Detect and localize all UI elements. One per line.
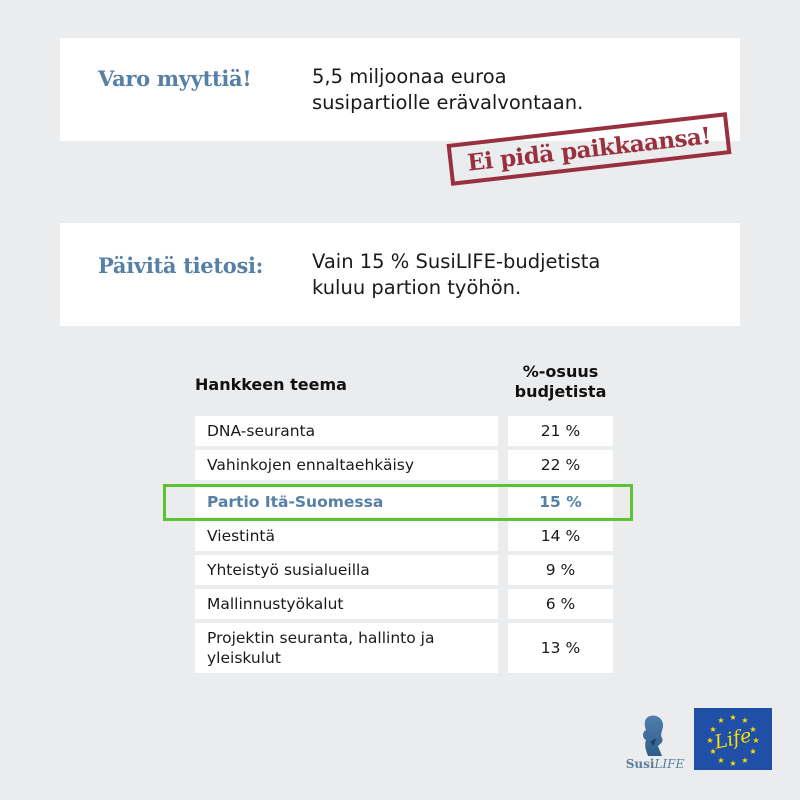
svg-text:★: ★ (706, 736, 713, 745)
wordmark-bold: Susi (625, 757, 655, 771)
myth-card: Varo myyttiä! 5,5 miljoonaa euroa susipa… (60, 38, 740, 141)
table-row: Mallinnustyökalut 6 % (195, 589, 613, 619)
susilife-logo: SusiLIFE (620, 712, 690, 774)
table-row: Projektin seuranta, hallinto ja yleiskul… (195, 623, 613, 673)
cell-theme: Projektin seuranta, hallinto ja yleiskul… (195, 623, 498, 673)
table-row: Yhteistyö susialueilla 9 % (195, 555, 613, 585)
fact-text-line: Vain 15 % SusiLIFE-budjetista (312, 250, 601, 273)
svg-text:★: ★ (729, 759, 736, 768)
myth-label: Varo myyttiä! (98, 66, 252, 91)
wordmark-italic: LIFE (654, 757, 685, 771)
cell-theme: Yhteistyö susialueilla (195, 555, 498, 585)
svg-text:★: ★ (717, 716, 724, 725)
budget-table-header: Hankkeen teema %-osuus budjetista (195, 362, 613, 410)
myth-text-line: susipartiolle erävalvontaan. (312, 91, 584, 114)
fact-text: Vain 15 % SusiLIFE-budjetista kuluu part… (312, 249, 600, 301)
fact-text-line: kuluu partion työhön. (312, 276, 522, 299)
svg-text:★: ★ (749, 747, 756, 756)
myth-text: 5,5 miljoonaa euroa susipartiolle eräval… (312, 64, 583, 116)
wolf-head-icon (643, 715, 664, 756)
table-row: DNA-seuranta 21 % (195, 416, 613, 446)
header-share-line: budjetista (514, 382, 607, 401)
svg-text:★: ★ (709, 747, 716, 756)
eu-life-logo: ★ ★ ★ ★ ★ ★ ★ ★ ★ ★ ★ ★ Life (694, 708, 772, 770)
header-share-line: %-osuus (522, 362, 599, 381)
svg-text:★: ★ (717, 756, 724, 765)
cell-share: 9 % (508, 555, 613, 585)
svg-text:★: ★ (741, 756, 748, 765)
cell-theme: Mallinnustyökalut (195, 589, 498, 619)
myth-text-line: 5,5 miljoonaa euroa (312, 65, 507, 88)
cell-share: 15 % (508, 487, 613, 517)
cell-theme: DNA-seuranta (195, 416, 498, 446)
header-theme: Hankkeen teema (195, 375, 347, 394)
fact-label: Päivitä tietosi: (98, 253, 264, 278)
cell-theme: Vahinkojen ennaltaehkäisy (195, 450, 498, 480)
highlight-frame (163, 484, 633, 521)
table-row: Vahinkojen ennaltaehkäisy 22 % (195, 450, 613, 480)
susilife-wordmark: SusiLIFE (620, 757, 690, 771)
eu-stars-icon: ★ ★ ★ ★ ★ ★ ★ ★ ★ ★ ★ ★ (706, 713, 759, 768)
cell-share: 21 % (508, 416, 613, 446)
cell-share: 6 % (508, 589, 613, 619)
header-share: %-osuus budjetista (508, 362, 613, 402)
cell-share: 13 % (508, 623, 613, 673)
cell-share: 22 % (508, 450, 613, 480)
cell-share: 14 % (508, 521, 613, 551)
svg-text:★: ★ (752, 736, 759, 745)
svg-text:★: ★ (709, 725, 716, 734)
cell-theme: Partio Itä-Suomessa (195, 487, 498, 517)
fact-card: Päivitä tietosi: Vain 15 % SusiLIFE-budj… (60, 223, 740, 326)
cell-theme: Viestintä (195, 521, 498, 551)
svg-text:★: ★ (729, 713, 736, 722)
svg-text:★: ★ (749, 725, 756, 734)
table-row: Viestintä 14 % (195, 521, 613, 551)
svg-text:★: ★ (741, 716, 748, 725)
table-row-highlighted: Partio Itä-Suomessa 15 % (195, 487, 613, 517)
